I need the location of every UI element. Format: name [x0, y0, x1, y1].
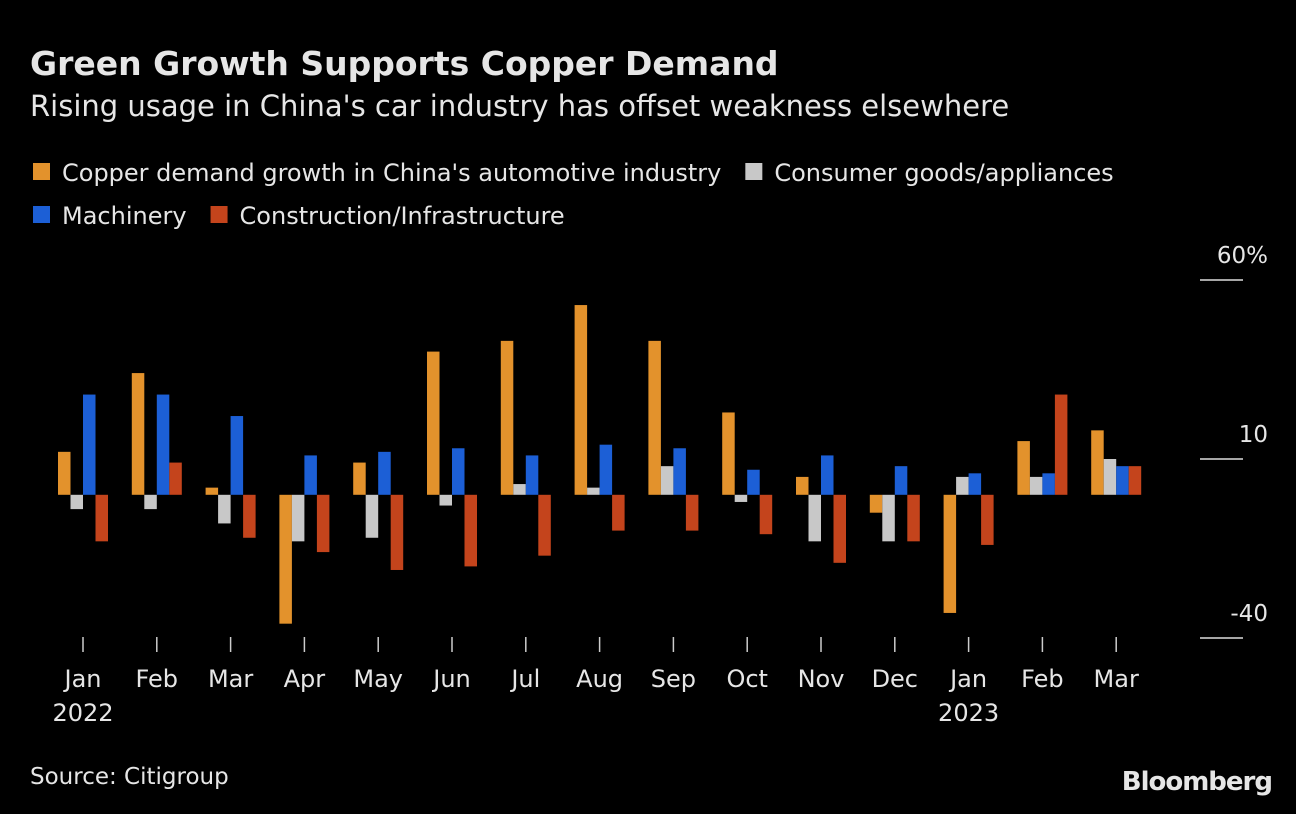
- bar: [279, 494, 292, 624]
- bar: [205, 487, 219, 495]
- legend-swatch: [33, 163, 50, 180]
- x-tick-label: Feb: [136, 665, 179, 693]
- bar: [722, 412, 735, 495]
- bar: [1042, 473, 1055, 495]
- bar: [1017, 441, 1030, 495]
- bar: [452, 448, 465, 495]
- bar: [759, 494, 773, 535]
- bar: [587, 487, 600, 495]
- bar: [734, 494, 748, 502]
- bar: [599, 444, 613, 495]
- legend-item: Copper demand growth in China's automoti…: [33, 159, 721, 187]
- chart-title: Green Growth Supports Copper Demand: [30, 44, 779, 83]
- bar: [70, 494, 83, 510]
- bar: [869, 494, 883, 513]
- bar: [660, 466, 674, 495]
- x-tick-label: Apr: [284, 665, 326, 693]
- bar: [833, 494, 846, 563]
- legend-swatch: [210, 206, 228, 223]
- bar: [1103, 459, 1117, 495]
- bar: [131, 373, 145, 495]
- legend-swatch: [33, 206, 50, 223]
- bar: [968, 473, 982, 495]
- bar: [1128, 466, 1142, 495]
- legend-label: Machinery: [62, 202, 187, 230]
- bar: [538, 494, 551, 556]
- bar: [218, 494, 231, 524]
- bar: [1029, 476, 1043, 495]
- bar: [981, 494, 994, 545]
- bar: [1091, 430, 1104, 495]
- bar: [439, 494, 452, 506]
- bar: [169, 462, 182, 495]
- legend-label: Copper demand growth in China's automoti…: [62, 159, 721, 187]
- bar: [58, 451, 71, 495]
- bar: [574, 305, 588, 495]
- legend-label: Consumer goods/appliances: [774, 159, 1113, 187]
- x-tick-label: Feb: [1021, 665, 1064, 693]
- x-tick-label: Jan: [63, 665, 102, 693]
- legend-label: Construction/Infrastructure: [240, 202, 565, 230]
- x-tick-label: Mar: [208, 665, 253, 693]
- bar: [943, 494, 957, 613]
- legend-swatch: [745, 163, 763, 180]
- legend-item: Machinery: [33, 202, 187, 230]
- y-tick-label: 60%: [1217, 243, 1268, 269]
- chart-subtitle: Rising usage in China's car industry has…: [30, 89, 1009, 123]
- bar: [894, 466, 908, 495]
- legend-item: Consumer goods/appliances: [745, 159, 1114, 187]
- bar: [673, 448, 686, 495]
- y-tick-label: -40: [1230, 601, 1268, 627]
- bar: [612, 494, 625, 531]
- x-tick-label: Dec: [872, 665, 918, 693]
- bar: [1116, 466, 1129, 495]
- bar: [882, 494, 895, 542]
- bar: [1054, 394, 1068, 495]
- x-tick-label: Oct: [726, 665, 768, 693]
- x-tick-label: Mar: [1094, 665, 1139, 693]
- source: Source: Citigroup: [30, 764, 229, 790]
- x-tick-label: 2022: [52, 699, 113, 727]
- x-tick-label: Aug: [576, 665, 623, 693]
- y-tick-label: 10: [1239, 422, 1268, 448]
- bar: [427, 351, 440, 495]
- bar: [648, 340, 661, 495]
- bar: [378, 451, 391, 495]
- bar: [821, 455, 834, 495]
- bar: [513, 484, 526, 495]
- bar: [525, 455, 539, 495]
- x-tick-label: Jul: [509, 665, 540, 693]
- x-tick-label: Jan: [948, 665, 987, 693]
- bar: [291, 494, 305, 542]
- bar: [907, 494, 920, 542]
- bar: [500, 340, 514, 495]
- bar: [230, 416, 244, 495]
- bar: [144, 494, 157, 510]
- bar: [304, 455, 317, 495]
- bar: [808, 494, 821, 542]
- bar: [796, 476, 809, 495]
- bar: [685, 494, 699, 531]
- x-tick-label: May: [353, 665, 403, 693]
- bar: [156, 394, 170, 495]
- x-tick-label: Jun: [431, 665, 471, 693]
- brand: Bloomberg: [1122, 767, 1272, 797]
- x-tick-label: Sep: [651, 665, 696, 693]
- bar: [243, 494, 256, 538]
- bar: [95, 494, 108, 542]
- x-tick-label: 2023: [938, 699, 999, 727]
- bar: [956, 476, 969, 495]
- bar: [464, 494, 477, 567]
- bar: [365, 494, 379, 538]
- bar: [83, 394, 96, 495]
- bar: [747, 469, 760, 495]
- bar: [390, 494, 404, 570]
- bar: [316, 494, 330, 553]
- legend-item: Construction/Infrastructure: [210, 202, 565, 230]
- bar: [353, 462, 366, 495]
- x-tick-label: Nov: [798, 665, 845, 693]
